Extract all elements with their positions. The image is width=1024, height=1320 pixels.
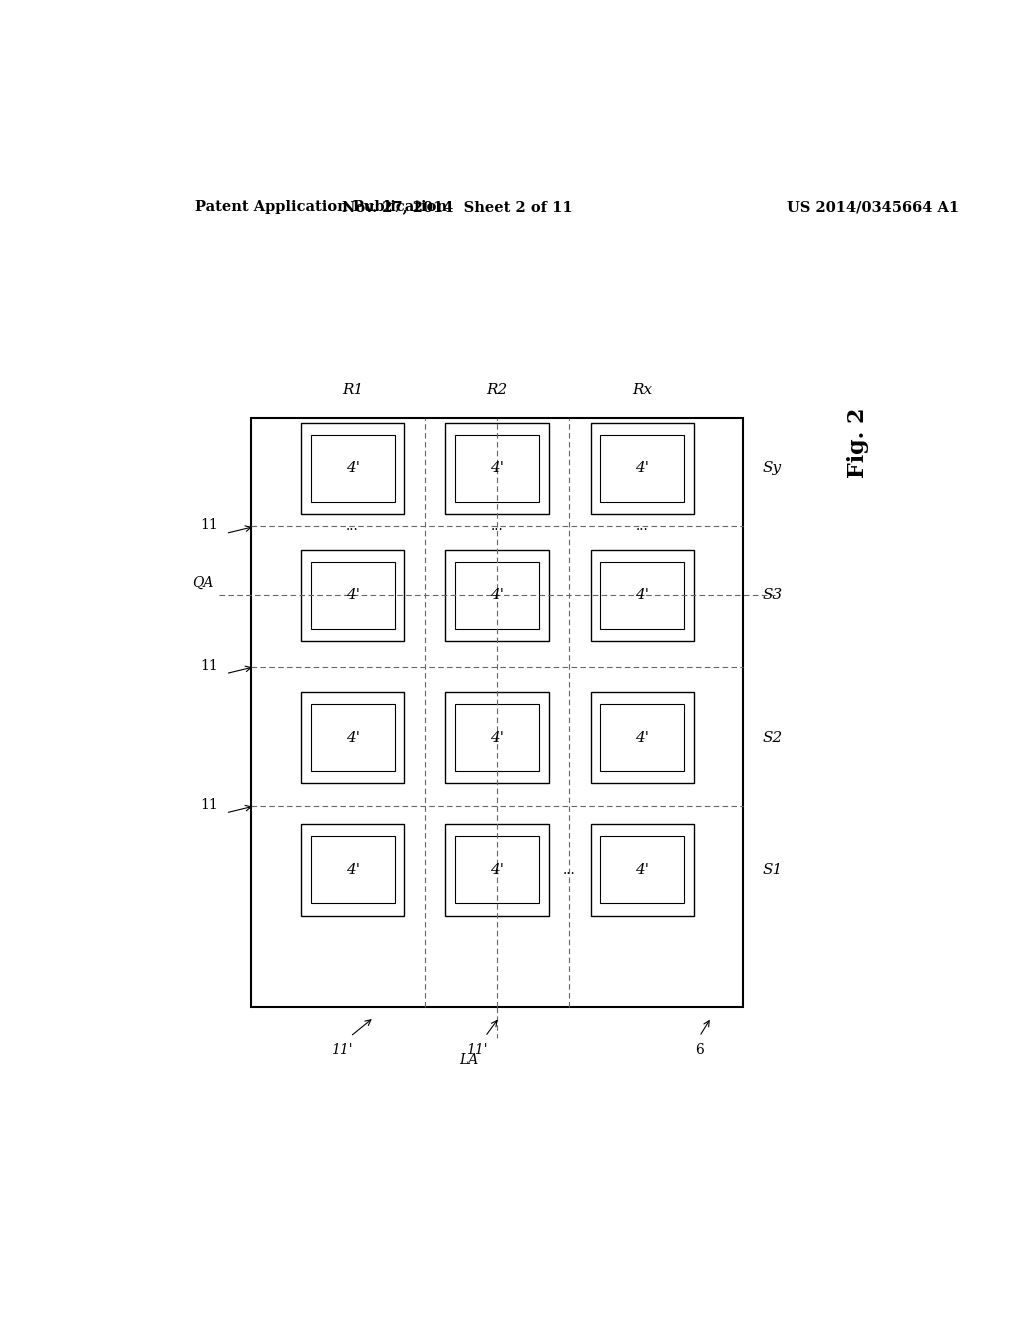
Bar bbox=[455, 562, 539, 630]
Bar bbox=[455, 434, 539, 502]
Text: 4': 4' bbox=[490, 589, 504, 602]
Text: 4': 4' bbox=[345, 731, 359, 744]
Bar bbox=[600, 837, 684, 903]
Bar bbox=[301, 422, 404, 515]
Text: S3: S3 bbox=[763, 589, 783, 602]
Text: ...: ... bbox=[346, 519, 359, 533]
Text: US 2014/0345664 A1: US 2014/0345664 A1 bbox=[786, 201, 958, 214]
Text: Nov. 27, 2014  Sheet 2 of 11: Nov. 27, 2014 Sheet 2 of 11 bbox=[342, 201, 572, 214]
Text: 4': 4' bbox=[490, 863, 504, 876]
Text: 4': 4' bbox=[635, 731, 649, 744]
Text: S1: S1 bbox=[763, 863, 783, 876]
Bar bbox=[445, 692, 549, 784]
Text: ...: ... bbox=[636, 519, 648, 533]
Text: Rx: Rx bbox=[632, 383, 652, 397]
Bar bbox=[310, 704, 394, 771]
Bar bbox=[591, 824, 694, 916]
Bar bbox=[591, 692, 694, 784]
Bar bbox=[591, 549, 694, 642]
Bar bbox=[455, 704, 539, 771]
Text: 4': 4' bbox=[635, 462, 649, 475]
Bar bbox=[310, 837, 394, 903]
Bar bbox=[600, 562, 684, 630]
Text: 11': 11' bbox=[332, 1043, 353, 1057]
Bar bbox=[591, 422, 694, 515]
Bar bbox=[251, 417, 743, 1007]
Text: 11: 11 bbox=[200, 797, 218, 812]
Bar bbox=[301, 549, 404, 642]
Text: Fig. 2: Fig. 2 bbox=[847, 408, 869, 478]
Bar bbox=[310, 434, 394, 502]
Text: R2: R2 bbox=[486, 383, 508, 397]
Text: ...: ... bbox=[490, 519, 504, 533]
Text: 4': 4' bbox=[490, 462, 504, 475]
Text: ...: ... bbox=[563, 863, 575, 876]
Text: 4': 4' bbox=[490, 731, 504, 744]
Text: 4': 4' bbox=[635, 863, 649, 876]
Bar bbox=[600, 704, 684, 771]
Bar bbox=[301, 692, 404, 784]
Text: 11': 11' bbox=[466, 1043, 488, 1057]
Text: QA: QA bbox=[193, 576, 214, 589]
Bar bbox=[301, 824, 404, 916]
Bar bbox=[310, 562, 394, 630]
Text: 6: 6 bbox=[695, 1043, 703, 1057]
Bar bbox=[455, 837, 539, 903]
Text: Sy: Sy bbox=[763, 462, 782, 475]
Text: 11: 11 bbox=[200, 519, 218, 532]
Text: 4': 4' bbox=[345, 462, 359, 475]
Text: 4': 4' bbox=[345, 589, 359, 602]
Text: 4': 4' bbox=[635, 589, 649, 602]
Text: R1: R1 bbox=[342, 383, 364, 397]
Text: Patent Application Publication: Patent Application Publication bbox=[196, 201, 447, 214]
Text: S2: S2 bbox=[763, 731, 783, 744]
Text: 11: 11 bbox=[200, 659, 218, 673]
Text: 4': 4' bbox=[345, 863, 359, 876]
Bar bbox=[445, 422, 549, 515]
Bar bbox=[445, 824, 549, 916]
Bar bbox=[445, 549, 549, 642]
Bar bbox=[600, 434, 684, 502]
Text: LA: LA bbox=[460, 1053, 479, 1067]
